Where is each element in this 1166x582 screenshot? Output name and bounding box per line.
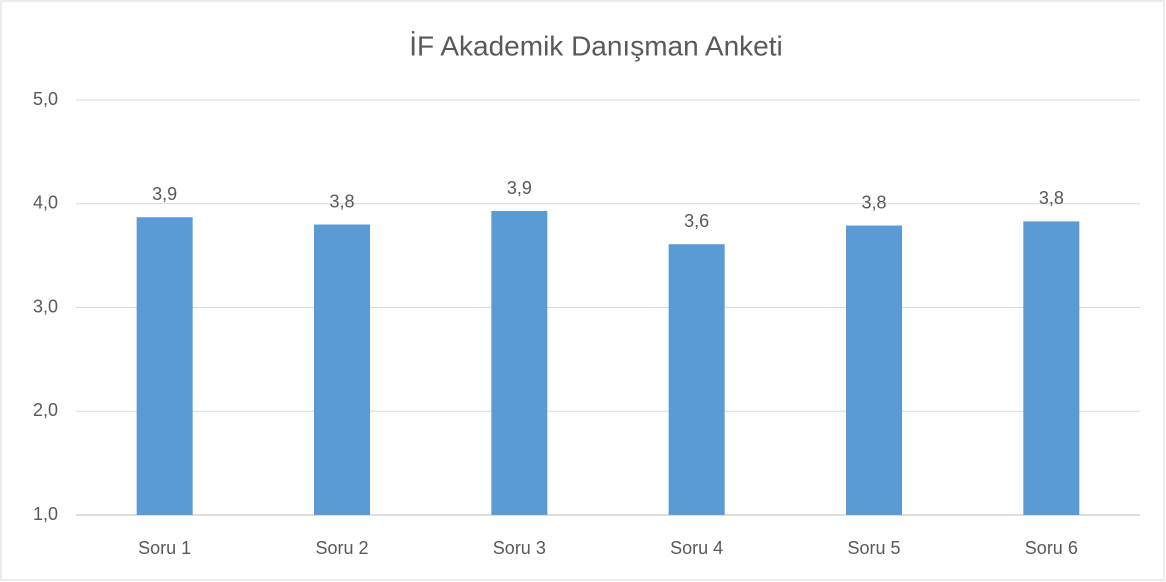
data-label: 3,9: [152, 184, 177, 204]
y-tick-label: 4,0: [33, 193, 58, 213]
bar: [136, 217, 193, 516]
x-tick-label: Soru 2: [315, 538, 368, 558]
x-tick-label: Soru 6: [1025, 538, 1078, 558]
data-label: 3,9: [507, 178, 532, 198]
bar: [313, 224, 371, 515]
y-tick-label: 5,0: [33, 89, 58, 109]
x-tick-label: Soru 3: [493, 538, 546, 558]
x-tick-label: Soru 1: [138, 538, 191, 558]
bar: [845, 225, 903, 515]
y-tick-label: 3,0: [33, 296, 58, 316]
x-tick-label: Soru 4: [670, 538, 723, 558]
data-label: 3,8: [861, 192, 886, 212]
data-label: 3,8: [329, 191, 354, 211]
bar: [668, 244, 725, 515]
y-tick-label: 1,0: [33, 504, 58, 524]
bar: [491, 211, 548, 515]
x-tick-label: Soru 5: [847, 538, 900, 558]
y-tick-label: 2,0: [33, 400, 58, 420]
chart-title: İF Akademik Danışman Anketi: [409, 30, 783, 61]
data-label: 3,8: [1039, 188, 1064, 208]
bar: [1023, 221, 1080, 515]
data-label: 3,6: [684, 211, 709, 231]
